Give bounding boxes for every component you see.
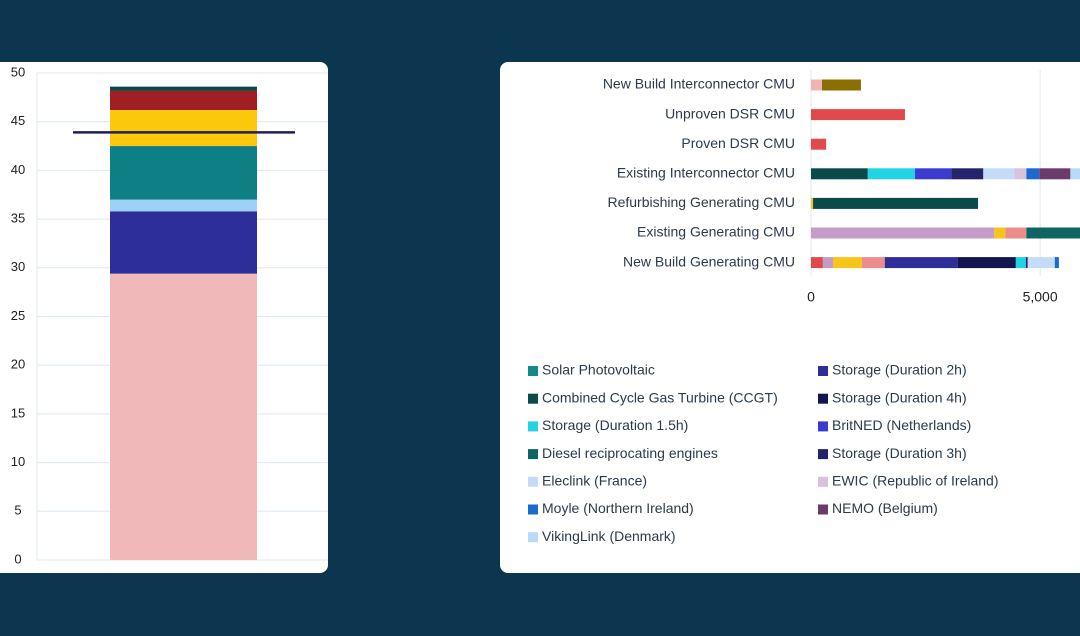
y-tick-label: 25 <box>11 308 25 323</box>
category-label: New Build Interconnector CMU <box>603 76 795 92</box>
bar-segment <box>1039 168 1071 180</box>
legend-label: BritNED (Netherlands) <box>832 417 971 433</box>
y-tick-label: 0 <box>14 551 21 566</box>
x-tick-label: 5,000 <box>1023 289 1058 305</box>
legend-label: Storage (Duration 4h) <box>832 389 967 405</box>
bar-segment <box>110 86 257 91</box>
legend-swatch <box>528 532 538 543</box>
y-tick-label: 20 <box>11 357 25 372</box>
bar-segment <box>821 79 861 91</box>
bar-segment <box>1027 257 1055 269</box>
legend-label: Combined Cycle Gas Turbine (CCGT) <box>542 389 778 405</box>
bar-segment <box>110 199 257 212</box>
bar-segment <box>1014 168 1027 180</box>
category-label: Existing Interconnector CMU <box>617 165 795 181</box>
legend-label: VikingLink (Denmark) <box>542 528 676 544</box>
bar-segment <box>1015 257 1026 269</box>
category-label: Unproven DSR CMU <box>665 105 795 121</box>
bar-segment <box>110 90 257 111</box>
legend-label: Eleclink (France) <box>542 473 647 489</box>
y-tick-label: 15 <box>11 405 25 420</box>
left-chart: 0 5 10 15 20 25 30 35 40 45 50 <box>11 64 328 566</box>
x-tick-label: 0 <box>807 289 815 305</box>
bar-segment <box>884 257 958 269</box>
y-tick-label: 30 <box>11 259 25 274</box>
legend-label: Storage (Duration 2h) <box>832 362 967 378</box>
bar-segment <box>811 109 905 121</box>
legend-label: Solar Photovoltaic <box>542 362 655 378</box>
y-tick-label: 10 <box>11 454 25 469</box>
bar-segment <box>110 211 257 274</box>
bar-segment <box>811 227 995 239</box>
bar-segment <box>867 168 916 180</box>
y-tick-label: 35 <box>11 211 25 226</box>
bar-segment <box>957 257 1016 269</box>
legend-swatch <box>528 421 538 432</box>
legend-label: Storage (Duration 1.5h) <box>542 417 688 433</box>
bar-segment <box>110 110 257 147</box>
legend-swatch <box>818 366 828 376</box>
bar-segment <box>994 227 1006 239</box>
bar-segment <box>1026 227 1080 239</box>
bar-segment <box>811 138 827 150</box>
legend-label: Storage (Duration 3h) <box>832 445 967 461</box>
bar-segment <box>1070 168 1080 180</box>
legend-swatch <box>818 504 828 515</box>
bar-segment <box>1005 227 1027 239</box>
bar-segment <box>811 168 868 180</box>
right-chart: 0 5,000 New Build Interconnector CMU Unprov… <box>528 70 1080 544</box>
bar-segment <box>813 197 979 209</box>
legend-swatch <box>528 366 538 376</box>
legend-label: NEMO (Belgium) <box>832 500 938 516</box>
y-tick-label: 5 <box>14 503 21 518</box>
category-label: New Build Generating CMU <box>623 253 795 269</box>
legend-swatch <box>818 449 828 460</box>
bar-segment <box>110 146 257 200</box>
bar-segment <box>811 79 822 91</box>
y-tick-label: 40 <box>11 162 25 177</box>
bar-segment <box>951 168 984 180</box>
category-label: Refurbishing Generating CMU <box>607 194 795 210</box>
right-card <box>500 62 1080 573</box>
legend-swatch <box>528 449 538 460</box>
bar-segment <box>1054 257 1059 269</box>
bar-segment <box>110 273 257 560</box>
legend-swatch <box>818 476 828 487</box>
bar-segment <box>811 257 823 269</box>
legend-swatch <box>818 421 828 432</box>
legend-swatch <box>528 393 538 404</box>
legend-swatch <box>528 476 538 487</box>
y-tick-label: 45 <box>11 113 25 128</box>
bar-segment <box>832 257 862 269</box>
bar-segment <box>1025 257 1028 269</box>
bar-segment <box>861 257 885 269</box>
bar-segment <box>983 168 1015 180</box>
legend-label: Diesel reciprocating engines <box>542 445 718 461</box>
bar-segment <box>1026 168 1040 180</box>
bar-segment <box>822 257 833 269</box>
category-label: Existing Generating CMU <box>637 224 795 240</box>
bar-segment <box>811 197 814 209</box>
legend-label: EWIC (Republic of Ireland) <box>832 473 999 489</box>
category-label: Proven DSR CMU <box>681 135 795 151</box>
y-tick-label: 50 <box>11 64 25 79</box>
legend-swatch <box>528 504 538 515</box>
bar-segment <box>915 168 952 180</box>
legend-label: Moyle (Northern Ireland) <box>542 500 694 516</box>
legend-swatch <box>818 393 828 404</box>
